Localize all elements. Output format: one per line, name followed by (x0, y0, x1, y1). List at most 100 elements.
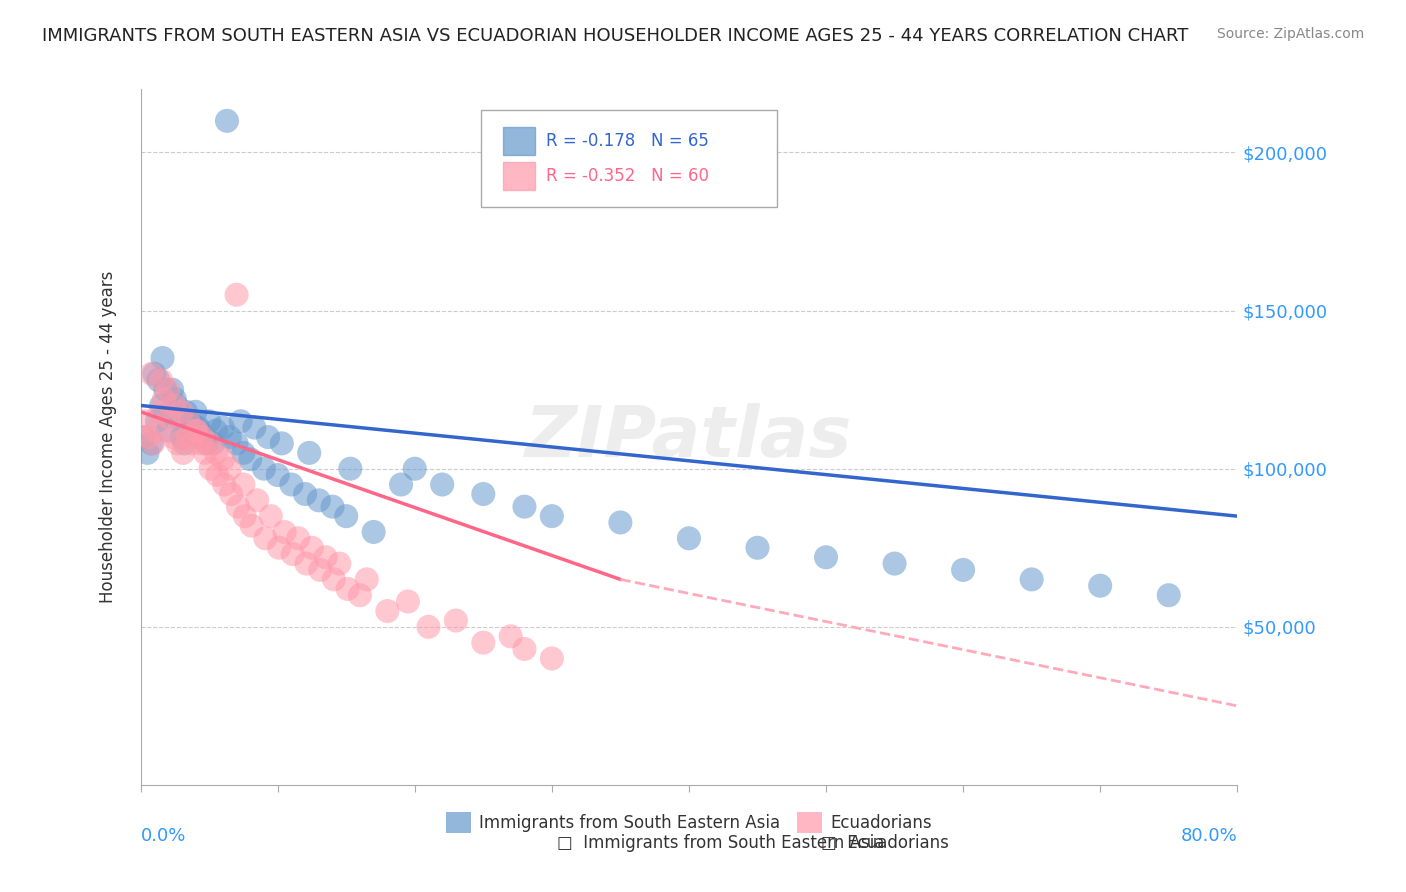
Point (260, 509, 283, 524)
Point (200, 461, 222, 475)
Point (153, 392, 176, 406)
Point (198, 436, 221, 450)
Point (143, 367, 166, 381)
Point (883, 557, 905, 571)
FancyBboxPatch shape (481, 110, 776, 208)
Text: R = -0.178   N = 65: R = -0.178 N = 65 (547, 132, 709, 151)
Point (170, 405, 193, 419)
Point (207, 468, 229, 483)
Point (254, 531, 277, 545)
Point (138, 430, 160, 444)
Point (170, 430, 193, 444)
Point (187, 420, 209, 434)
Text: IMMIGRANTS FROM SOUTH EASTERN ASIA VS ECUADORIAN HOUSEHOLDER INCOME AGES 25 - 44: IMMIGRANTS FROM SOUTH EASTERN ASIA VS EC… (42, 27, 1188, 45)
Point (145, 424, 167, 438)
Point (205, 424, 228, 438)
Point (1088, 579, 1111, 593)
Point (298, 446, 321, 460)
Point (339, 461, 361, 475)
Point (349, 588, 371, 602)
Point (211, 420, 233, 434)
Point (499, 629, 522, 643)
Point (225, 287, 247, 301)
Bar (502, 128, 536, 155)
Point (253, 461, 276, 475)
Point (540, 509, 562, 524)
Point (165, 399, 187, 413)
Point (134, 414, 156, 428)
Point (174, 405, 197, 419)
Point (218, 430, 240, 444)
Legend: Immigrants from South Eastern Asia, Ecuadorians: Immigrants from South Eastern Asia, Ecua… (439, 805, 939, 839)
Text: R = -0.352   N = 60: R = -0.352 N = 60 (547, 167, 710, 186)
Point (239, 452, 262, 467)
Point (191, 430, 214, 444)
Text: □  Immigrants from South Eastern Asia: □ Immigrants from South Eastern Asia (557, 834, 884, 852)
Point (181, 424, 204, 438)
Point (211, 452, 233, 467)
Point (180, 436, 202, 450)
Point (149, 405, 172, 419)
Point (176, 430, 198, 444)
Point (193, 430, 215, 444)
Point (173, 436, 195, 450)
Point (152, 351, 174, 365)
Point (150, 373, 173, 387)
Point (232, 477, 254, 491)
Point (389, 477, 412, 491)
Point (377, 604, 399, 618)
Point (163, 399, 186, 413)
Point (159, 405, 181, 419)
Point (301, 541, 323, 555)
Point (184, 424, 207, 438)
Point (335, 509, 357, 524)
Point (609, 516, 631, 530)
Point (233, 509, 256, 524)
Point (148, 373, 170, 387)
Point (219, 487, 242, 501)
Point (194, 446, 217, 460)
Point (952, 563, 974, 577)
Point (246, 493, 269, 508)
Point (294, 487, 316, 501)
Point (513, 642, 536, 657)
Point (218, 461, 240, 475)
Point (418, 620, 440, 634)
Point (322, 573, 344, 587)
Point (295, 557, 318, 571)
Point (678, 531, 700, 545)
Text: 0.0%: 0.0% (141, 827, 186, 845)
Point (160, 383, 183, 397)
Point (150, 399, 173, 413)
Text: 80.0%: 80.0% (1181, 827, 1237, 845)
Point (287, 531, 309, 545)
Point (273, 524, 295, 539)
Point (184, 405, 207, 419)
Point (243, 420, 266, 434)
Point (146, 414, 169, 428)
Point (142, 436, 165, 450)
Point (188, 424, 211, 438)
Point (315, 550, 337, 565)
Point (472, 635, 495, 649)
Point (157, 424, 180, 438)
Point (232, 446, 254, 460)
Point (240, 518, 263, 533)
Point (328, 557, 350, 571)
Point (167, 411, 190, 425)
Point (257, 430, 280, 444)
Point (513, 500, 536, 514)
Point (190, 436, 212, 450)
Point (191, 430, 214, 444)
Point (225, 436, 247, 450)
Point (212, 477, 235, 491)
Point (177, 414, 200, 428)
Point (747, 541, 769, 555)
Point (202, 436, 225, 450)
Point (356, 573, 378, 587)
Point (404, 461, 426, 475)
Point (136, 446, 159, 460)
Point (141, 367, 163, 381)
Point (1157, 588, 1180, 602)
Point (198, 414, 221, 428)
